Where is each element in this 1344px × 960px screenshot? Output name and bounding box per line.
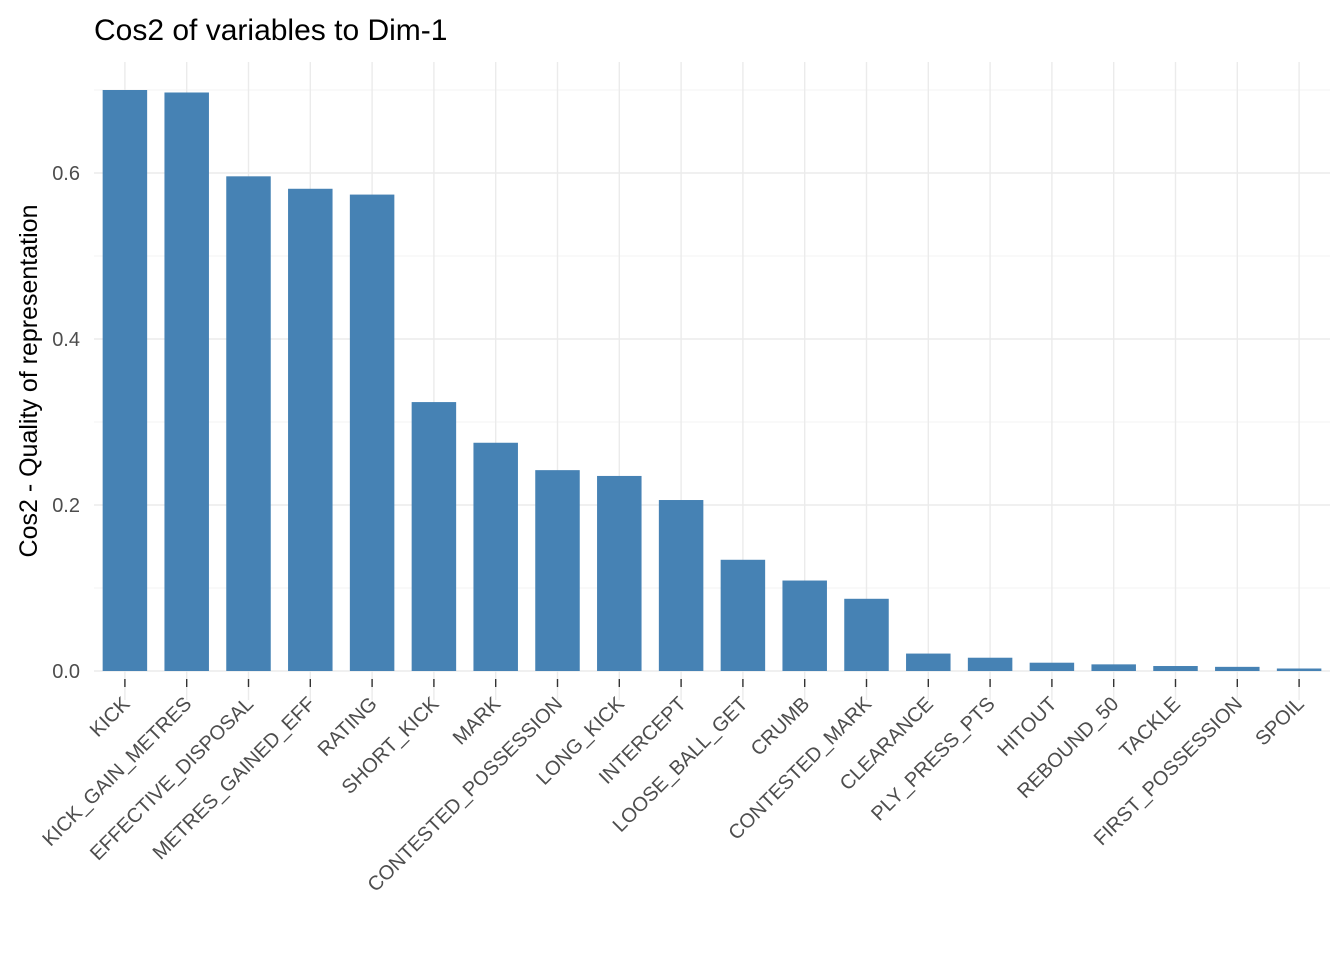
bar	[597, 475, 642, 671]
x-tick-label: MARK	[449, 693, 506, 750]
bar	[658, 500, 704, 671]
bar	[288, 188, 333, 671]
bar	[1091, 664, 1136, 671]
bar	[1153, 666, 1198, 671]
bar	[1215, 666, 1260, 671]
bar	[720, 559, 766, 671]
bar	[349, 194, 395, 671]
grid	[94, 62, 1330, 700]
bar	[967, 657, 1013, 671]
y-tick-label: 0.0	[52, 661, 80, 683]
chart-title: Cos2 of variables to Dim-1	[94, 14, 447, 47]
bar	[226, 176, 271, 671]
bar	[844, 598, 889, 671]
y-tick-label: 0.2	[52, 495, 80, 517]
bar	[473, 442, 518, 671]
bar	[164, 92, 209, 672]
y-axis-label: Cos2 - Quality of representation	[15, 205, 43, 558]
x-axis: KICKKICK_GAIN_METRESEFFECTIVE_DISPOSALME…	[38, 679, 1309, 896]
bar	[1276, 668, 1322, 671]
x-tick-label: SPOIL	[1251, 693, 1308, 750]
x-tick-label: KICK	[86, 693, 135, 742]
bar	[906, 653, 951, 671]
bar	[102, 90, 148, 671]
bar	[535, 470, 580, 671]
bars	[102, 90, 1322, 672]
y-tick-label: 0.6	[52, 163, 80, 185]
bar	[782, 580, 827, 671]
bar	[411, 402, 457, 671]
y-tick-label: 0.4	[52, 329, 80, 351]
y-axis: 0.0 0.2 0.4 0.6	[52, 163, 80, 683]
bar	[1029, 662, 1075, 671]
